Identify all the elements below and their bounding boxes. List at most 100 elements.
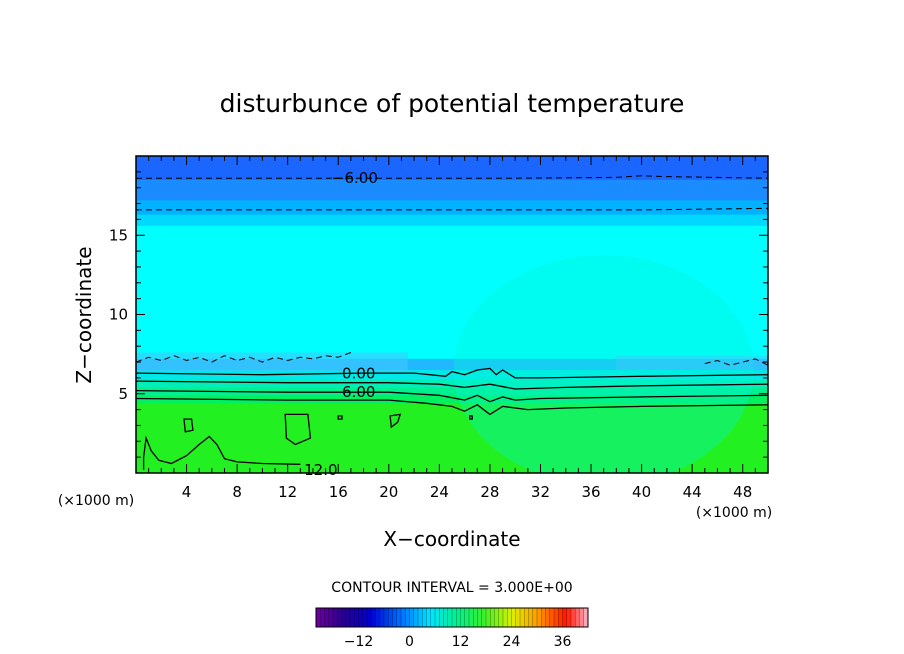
x-tick-label: 20 <box>379 483 398 501</box>
colorbar-cell <box>490 608 495 627</box>
x-tick-label: 28 <box>480 483 499 501</box>
colorbar-cell <box>426 608 432 627</box>
colorbar-cell <box>396 608 402 627</box>
x-tick-label: 40 <box>632 483 651 501</box>
y-tick-label: 15 <box>109 226 128 244</box>
colorbar-cell <box>405 608 410 627</box>
colorbar-cell <box>486 608 491 627</box>
y-tick-label: 5 <box>118 385 128 403</box>
colorbar-cell <box>537 608 542 627</box>
contour-line <box>704 358 768 366</box>
temperature-field <box>136 156 768 473</box>
contour-line <box>136 397 768 416</box>
x-tick-label: 32 <box>531 483 550 501</box>
field-band <box>136 387 768 396</box>
colorbar-cell <box>328 608 334 627</box>
field-highlights <box>136 255 768 473</box>
colorbar-cell <box>524 608 529 627</box>
x-unit-right: (×1000 m) <box>696 505 772 521</box>
contour-line <box>136 389 768 403</box>
colorbar-cell <box>447 608 453 627</box>
field-band <box>136 358 768 371</box>
colorbar-cell <box>477 608 483 627</box>
colorbar-cell <box>579 608 585 627</box>
colorbar-cell <box>558 608 563 627</box>
colorbar-cell <box>481 608 487 627</box>
colorbar-cell <box>367 608 372 627</box>
y-axis-title: Z−coordinate <box>72 246 96 383</box>
field-band <box>136 395 768 404</box>
colorbar-cell <box>456 608 461 627</box>
colorbar-cell <box>354 608 359 627</box>
colorbar-cell <box>358 608 364 627</box>
contour-line <box>136 367 768 379</box>
colorbar-cell <box>545 608 551 627</box>
contour-line <box>136 207 768 211</box>
colorbar-tick-label: −12 <box>344 634 374 650</box>
y-axis: 5 10 15 <box>109 171 768 458</box>
contour-interval-text: CONTOUR INTERVAL = 3.000E+00 <box>331 580 572 596</box>
warm-bubble <box>453 255 754 473</box>
contour-label: 12.0 <box>304 461 337 479</box>
colorbar-frame <box>315 607 589 628</box>
colorbar-cell <box>384 608 389 627</box>
chart-title: disturbunce of potential temperature <box>220 89 685 118</box>
colorbar-cell <box>464 608 470 627</box>
colorbar-cell <box>333 608 338 627</box>
colorbar-cell <box>554 608 559 627</box>
colorbar-cell <box>379 608 385 627</box>
field-band <box>136 403 768 473</box>
contour-lines <box>136 175 768 470</box>
colorbar-tick-label: 36 <box>554 634 572 650</box>
x-tick-label: 24 <box>430 483 449 501</box>
field-band <box>136 225 768 360</box>
contour-label: −6.00 <box>332 169 378 187</box>
contour-label: 6.00 <box>342 383 375 401</box>
colorbar-cell <box>460 608 466 627</box>
contour-label: 0.00 <box>342 364 375 382</box>
colorbar-cell <box>388 608 393 627</box>
colorbar-cell <box>401 608 406 627</box>
colorbar-cell <box>350 608 355 627</box>
colorbar-cell <box>566 608 572 627</box>
contour-line <box>142 435 301 470</box>
colorbar-cell <box>575 608 580 627</box>
colorbar-cell <box>507 608 512 627</box>
colorbar-cell <box>320 608 325 627</box>
field-band <box>136 369 768 380</box>
colorbar-cell <box>430 608 436 627</box>
colorbar-cell <box>583 608 589 627</box>
field-band <box>136 379 768 388</box>
colorbar-cell <box>494 608 500 627</box>
field-band <box>136 200 768 216</box>
colorbar-cell <box>469 608 474 627</box>
x-tick-label: 16 <box>329 483 348 501</box>
colorbar-cell <box>571 608 576 627</box>
contour-line <box>284 413 312 446</box>
field-band <box>136 179 768 201</box>
colorbar-cell <box>541 608 546 627</box>
colorbar-cell <box>362 608 368 627</box>
y-tick-label: 10 <box>109 306 128 324</box>
colorbar-cell <box>371 608 376 627</box>
x-tick-label: 8 <box>232 483 242 501</box>
contour-line <box>136 380 768 390</box>
contour-line <box>183 418 194 433</box>
x-axis-title: X−coordinate <box>383 527 520 551</box>
x-tick-label: 48 <box>733 483 752 501</box>
contour-line <box>337 415 343 420</box>
x-tick-label: 44 <box>683 483 702 501</box>
colorbar-tick-label: 12 <box>452 634 470 650</box>
cold-patch-left <box>136 352 408 372</box>
colorbar-cell <box>345 608 351 627</box>
colorbar-cell <box>528 608 534 627</box>
colorbar-cell <box>413 608 419 627</box>
colorbar-cell <box>498 608 504 627</box>
contour-labels: −6.00 0.006.00 12.0 <box>304 169 378 479</box>
contour-line <box>469 415 473 420</box>
colorbar-cell <box>435 608 440 627</box>
colorbar-cell <box>549 608 555 627</box>
x-axis: 4 8 12 16 20 24 28 32 36 40 44 48 <box>148 156 756 501</box>
